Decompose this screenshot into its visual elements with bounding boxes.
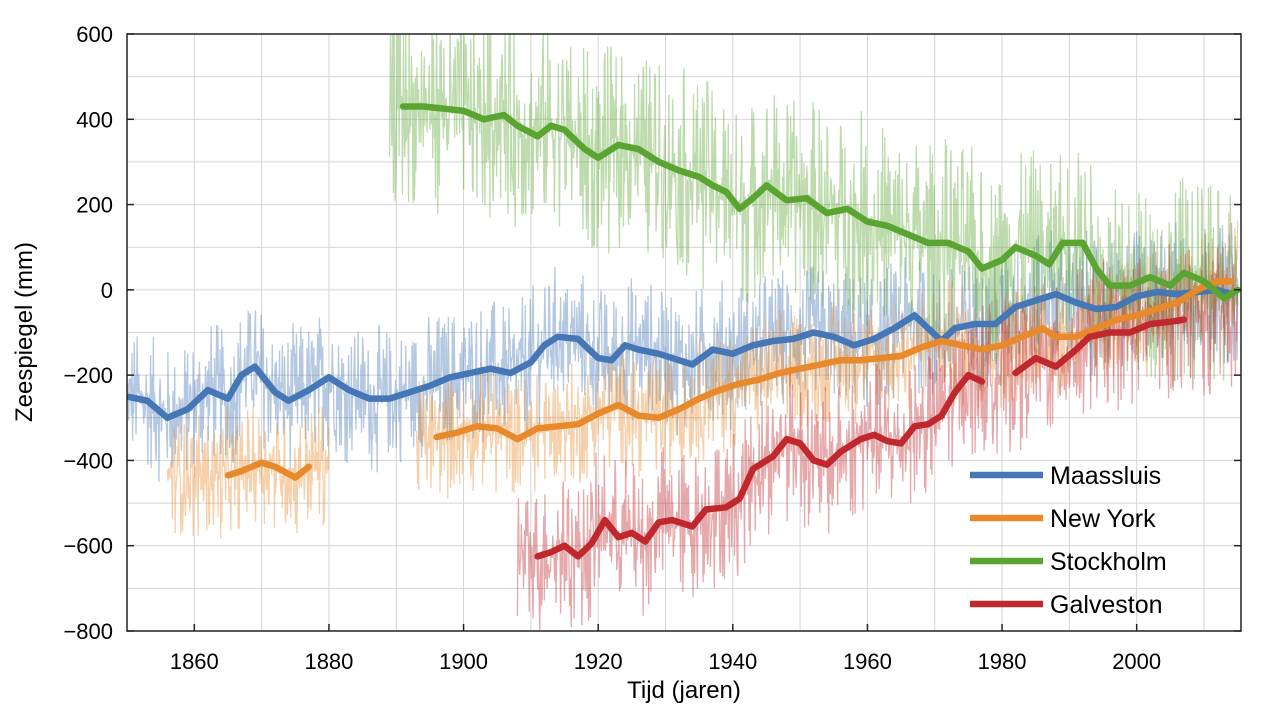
y-tick-label: −400 [63,448,113,473]
legend-label: New York [1050,505,1156,533]
x-tick-label: 1940 [708,649,757,674]
raw-series-group [127,34,1239,630]
smoothed-line-maassluis [127,286,1235,422]
smoothed-line-galveston [1012,316,1188,377]
smoothed-line-new-york [224,459,312,481]
legend: Maassluis New York Stockholm Galveston [970,462,1167,619]
raw-line-stockholm [388,34,1239,388]
legend-item: Galveston [970,591,1163,619]
x-tick-label: 1960 [843,649,892,674]
raw-line-new-york [166,405,330,539]
y-tick-label: −600 [63,534,113,559]
y-tick-label: −800 [63,619,113,644]
y-tick-label: 0 [101,278,113,303]
x-tick-label: 1900 [439,649,488,674]
smoothed-line-new-york [433,278,1235,443]
y-tick-label: 400 [76,107,113,132]
legend-item: Maassluis [970,462,1161,490]
legend-label: Galveston [1050,591,1163,619]
legend-label: Stockholm [1050,548,1167,576]
legend-item: Stockholm [970,548,1167,576]
x-tick-label: 2000 [1112,649,1161,674]
x-tick-label: 1980 [978,649,1027,674]
y-tick-label: 200 [76,193,113,218]
x-axis-label: Tijd (jaren) [627,677,741,704]
legend-label: Maassluis [1050,462,1161,490]
smoothed-line-stockholm [399,103,1241,302]
y-tick-label: 600 [76,22,113,47]
x-tick-label: 1880 [304,649,353,674]
axis-ticks: 1860 1880 1900 1920 1940 1960 1980 200060040020… [63,22,1241,674]
x-tick-label: 1920 [574,649,623,674]
legend-item: New York [970,505,1156,533]
smoothed-line-galveston [534,371,986,560]
y-axis-label: Zeespiegel (mm) [11,242,38,422]
x-tick-label: 1860 [170,649,219,674]
plot-frame [126,33,1242,632]
y-tick-label: −200 [63,363,113,388]
smoothed-series-group [127,103,1241,560]
